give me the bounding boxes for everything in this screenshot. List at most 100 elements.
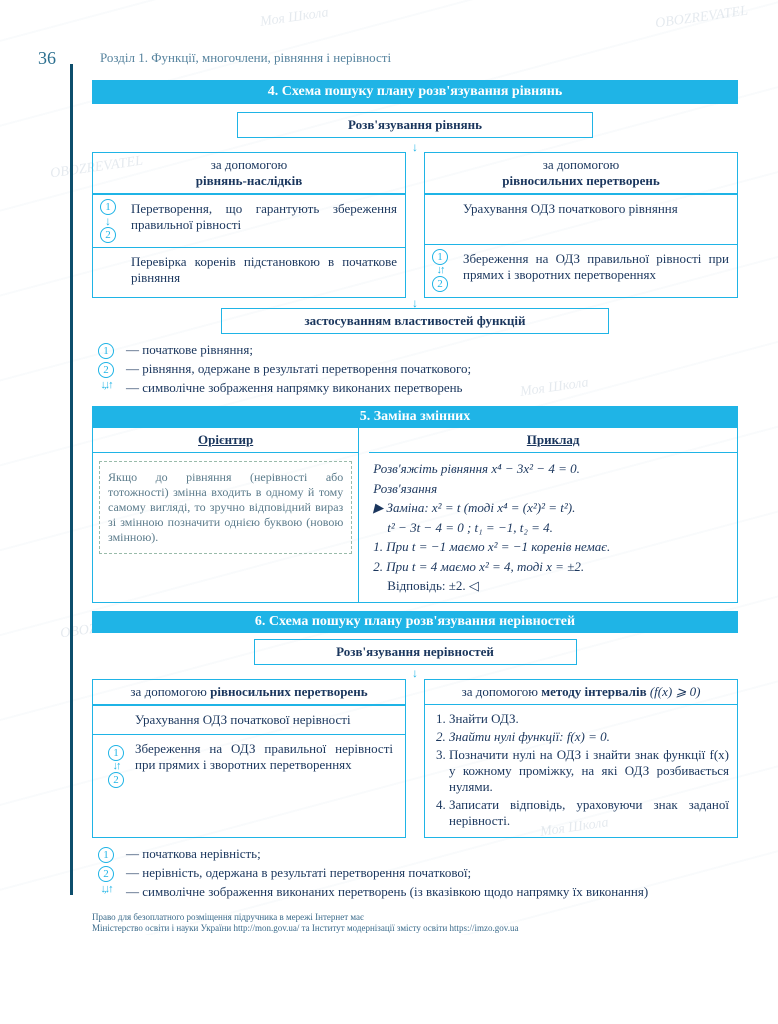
arrow-updown-icon: ↓,↓↑ <box>92 380 120 391</box>
section4-two-col: за допомогою рівнянь-наслідків 1 ↓ 2 Пер… <box>92 152 738 298</box>
step-icons: 1 ↓↑ 2 <box>425 245 455 296</box>
footer-line1: Право для безоплатного розміщення підруч… <box>92 912 778 924</box>
head-prefix: за допомогою <box>130 684 206 699</box>
page-number: 36 <box>38 48 56 69</box>
legend-text: — символічне зображення виконаних перетв… <box>126 884 648 900</box>
spacer <box>93 248 123 297</box>
arrow-updown-icon: ↓↑ <box>113 761 120 772</box>
section4-right-row1: Урахування ОДЗ початкового рівняння <box>425 194 737 244</box>
list-item: Знайти нулі функції: f(x) = 0. <box>449 729 729 745</box>
section6-right-col: за допомогою методу інтервалів (f(x) ⩾ 0… <box>424 679 738 838</box>
ex-line1: Розв'яжіть рівняння x⁴ − 3x² − 4 = 0. <box>373 459 733 479</box>
section6-left-head: за допомогою рівносильних перетворень <box>93 680 405 705</box>
section4-bottom-box: застосуванням властивостей функцій <box>221 308 609 334</box>
head-prefix: за допомогою <box>543 157 619 172</box>
head-bold: рівнянь-наслідків <box>196 173 302 188</box>
footer: Право для безоплатного розміщення підруч… <box>92 912 778 935</box>
section6-left-r2: Збереження на ОДЗ правильної нерівності … <box>131 741 397 792</box>
legend-line-3: ↓,↓↑ — символічне зображення напрямку ви… <box>92 380 738 396</box>
legend-text: — символічне зображення напрямку виконан… <box>126 380 463 396</box>
list-item: Знайти ОДЗ. <box>449 711 729 727</box>
circled-2-icon: 2 <box>98 866 114 882</box>
list-item: Записати відповідь, ураховуючи знак зада… <box>449 797 729 829</box>
head-prefix: за допомогою <box>211 157 287 172</box>
section6-left-col: за допомогою рівносильних перетворень Ур… <box>92 679 406 838</box>
section6-root-box: Розв'язування нерівностей <box>254 639 577 665</box>
legend-line-1: 1 — початкове рівняння; <box>92 342 738 359</box>
connector-arrow: ↓ <box>92 142 738 152</box>
circled-2-icon: 2 <box>100 227 116 243</box>
section4-root-box: Розв'язування рівнянь <box>237 112 592 138</box>
legend-text: — нерівність, одержана в результаті пере… <box>126 865 471 881</box>
section6-left-row2: 1 ↓↑ 2 Збереження на ОДЗ правильної нері… <box>93 734 405 798</box>
section4-left-head: за допомогою рівнянь-наслідків <box>93 153 405 194</box>
section4-right-r1: Урахування ОДЗ початкового рівняння <box>455 195 737 244</box>
section4-right-row2: 1 ↓↑ 2 Збереження на ОДЗ правильної рівн… <box>425 244 737 296</box>
section6-left-r1: Урахування ОДЗ початкової нерівності <box>131 712 397 728</box>
section6-steps-list: Знайти ОДЗ. Знайти нулі функції: f(x) = … <box>425 705 737 837</box>
step-icons: 1 ↓↑ 2 <box>101 741 131 792</box>
section4-right-col: за допомогою рівносильних перетворень Ур… <box>424 152 738 298</box>
circled-1-icon: 1 <box>100 199 116 215</box>
circled-1-icon: 1 <box>432 249 448 265</box>
connector-arrow: ↓ <box>92 669 738 679</box>
circled-2-icon: 2 <box>432 276 448 292</box>
section6-two-col: за допомогою рівносильних перетворень Ур… <box>92 679 738 838</box>
ex-zamina: ▶ Заміна: x² = t (тоді x⁴ = (x²)² = t²). <box>373 498 733 518</box>
legend-sym: 1 <box>92 342 120 359</box>
section4-left-row2: Перевірка коренів підстановкою в початко… <box>93 247 405 297</box>
legend-line-3: ↓,↓↑ — символічне зображення виконаних п… <box>92 884 738 900</box>
section5-example-col: Приклад Розв'яжіть рівняння x⁴ − 3x² − 4… <box>369 428 737 602</box>
head-bold: методу інтервалів <box>541 684 646 699</box>
spacer <box>425 195 455 244</box>
footer-line2: Міністерство освіти і науки України http… <box>92 923 778 935</box>
legend-text: — початкова нерівність; <box>126 846 261 862</box>
section4-legend: 1 — початкове рівняння; 2 — рівняння, од… <box>92 342 738 396</box>
legend-text: — початкове рівняння; <box>126 342 253 358</box>
orient-title: Орієнтир <box>93 428 358 453</box>
orient-text: Якщо до рівняння (нерівності або тотожно… <box>99 461 352 554</box>
circled-1-icon: 1 <box>98 847 114 863</box>
step-icons: 1 ↓ 2 <box>93 195 123 247</box>
section4-title: 4. Схема пошуку плану розв'язування рівн… <box>92 80 738 104</box>
legend-sym: 2 <box>92 361 120 378</box>
spacer <box>101 712 131 728</box>
ex-rozv: Розв'язання <box>373 479 733 499</box>
head-prefix: за допомогою <box>462 684 538 699</box>
legend-line-1: 1 — початкова нерівність; <box>92 846 738 863</box>
circled-2-icon: 2 <box>98 362 114 378</box>
section4-left-row1: 1 ↓ 2 Перетворення, що гарантують збереж… <box>93 194 405 247</box>
left-margin-rule <box>70 64 73 895</box>
section5-title: 5. Заміна змінних <box>92 406 738 428</box>
ex-eq: t² − 3t − 4 = 0 ; t₁ = −1, t₂ = 4. <box>373 518 733 538</box>
ex-answer: Відповідь: ±2. ◁ <box>373 576 733 596</box>
section4-left-r1: Перетворення, що гарантують збереження п… <box>123 195 405 247</box>
legend-sym: 2 <box>92 865 120 882</box>
arrow-down-icon: ↓ <box>105 215 111 227</box>
head-bold: рівносильних перетворень <box>210 684 367 699</box>
section6-right-head: за допомогою методу інтервалів (f(x) ⩾ 0… <box>425 680 737 705</box>
arrow-updown-icon: ↓,↓↑ <box>92 884 120 895</box>
head-bold: рівносильних перетворень <box>502 173 659 188</box>
legend-text: — рівняння, одержане в результаті перетв… <box>126 361 471 377</box>
section6-legend: 1 — початкова нерівність; 2 — нерівність… <box>92 846 738 900</box>
list-item: Позначити нулі на ОДЗ і знайти знак функ… <box>449 747 729 795</box>
ex-case1: 1. При t = −1 маємо x² = −1 коренів нема… <box>373 537 733 557</box>
legend-line-2: 2 — нерівність, одержана в результаті пе… <box>92 865 738 882</box>
connector-arrow: ↓ <box>92 298 738 308</box>
section6-left-row1: Урахування ОДЗ початкової нерівності <box>93 705 405 734</box>
section6-title: 6. Схема пошуку плану розв'язування нері… <box>92 611 738 633</box>
page-content: 4. Схема пошуку плану розв'язування рівн… <box>92 0 738 900</box>
head-suffix: (f(x) ⩾ 0) <box>650 684 701 699</box>
section4-left-col: за допомогою рівнянь-наслідків 1 ↓ 2 Пер… <box>92 152 406 298</box>
section5-container: Орієнтир Якщо до рівняння (нерівності аб… <box>92 428 738 603</box>
example-title: Приклад <box>369 428 737 453</box>
section4-left-r2: Перевірка коренів підстановкою в початко… <box>123 248 405 297</box>
section5-orient-col: Орієнтир Якщо до рівняння (нерівності аб… <box>93 428 359 602</box>
circled-1-icon: 1 <box>98 343 114 359</box>
ex-case2: 2. При t = 4 маємо x² = 4, тоді x = ±2. <box>373 557 733 577</box>
example-body: Розв'яжіть рівняння x⁴ − 3x² − 4 = 0. Ро… <box>369 453 737 602</box>
circled-1-icon: 1 <box>108 745 124 761</box>
section4-right-r2: Збереження на ОДЗ правильної рівності пр… <box>455 245 737 296</box>
legend-line-2: 2 — рівняння, одержане в результаті пере… <box>92 361 738 378</box>
